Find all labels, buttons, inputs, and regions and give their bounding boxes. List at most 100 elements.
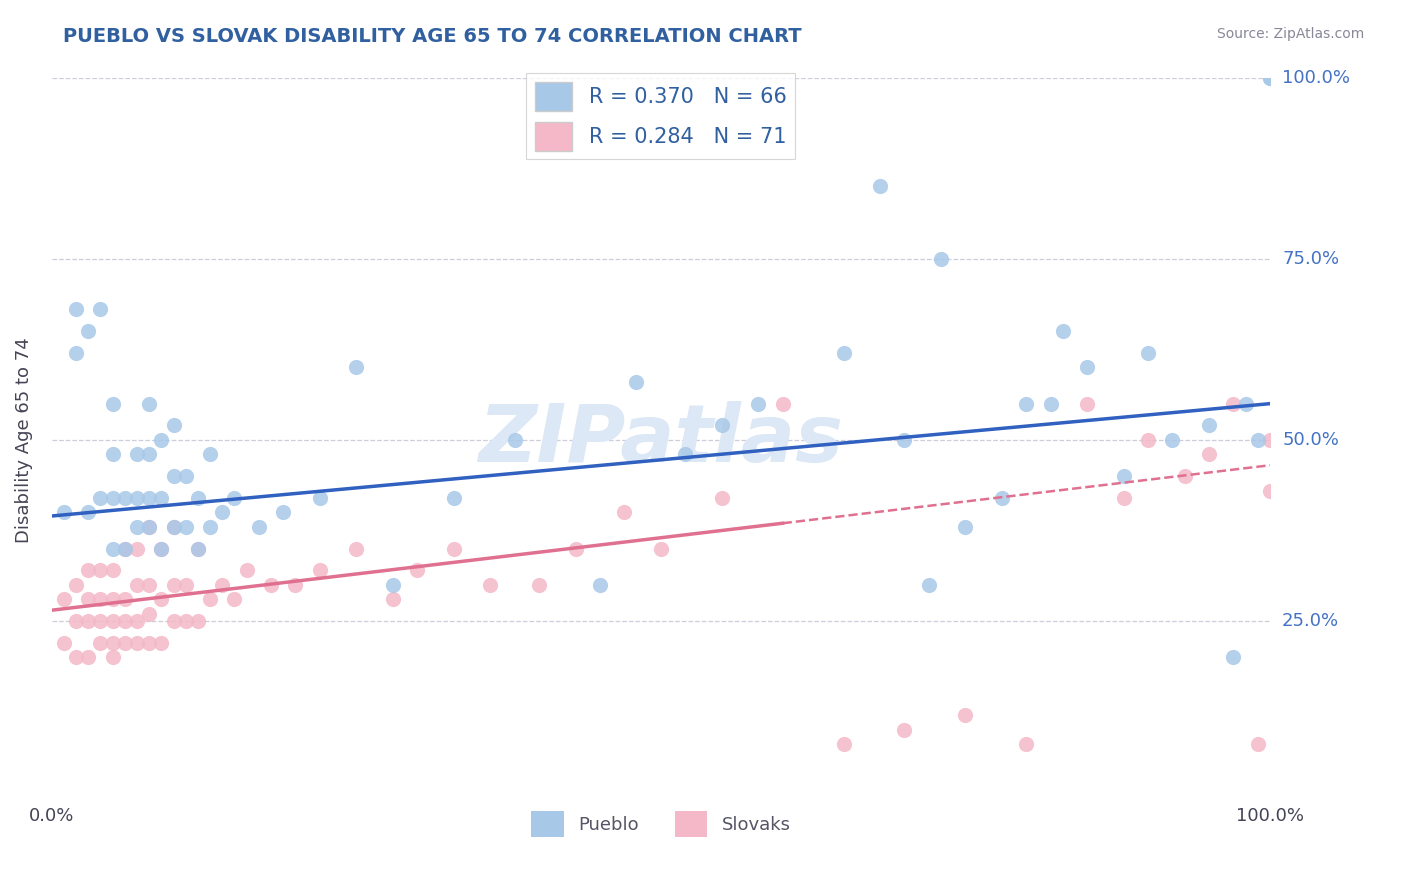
Text: ZIPatlas: ZIPatlas [478, 401, 844, 479]
Point [198, 592, 221, 607]
Point [381, 578, 404, 592]
Point [89, 636, 111, 650]
Point [114, 541, 136, 556]
Point [284, 578, 307, 592]
Point [1174, 469, 1197, 483]
Point [125, 491, 148, 505]
Point [1198, 418, 1220, 433]
Point [929, 252, 952, 266]
Point [150, 592, 173, 607]
Point [1112, 469, 1135, 483]
Y-axis label: Disability Age 65 to 74: Disability Age 65 to 74 [15, 337, 32, 542]
Text: 25.0%: 25.0% [1282, 612, 1340, 630]
Point [589, 578, 612, 592]
Point [174, 614, 197, 628]
Point [991, 491, 1014, 505]
Point [77, 324, 100, 338]
Point [174, 578, 197, 592]
Point [772, 397, 794, 411]
Point [224, 491, 246, 505]
Point [138, 520, 160, 534]
Point [869, 179, 891, 194]
Point [125, 447, 148, 461]
Point [138, 397, 160, 411]
Point [198, 447, 221, 461]
Point [174, 520, 197, 534]
Point [150, 636, 173, 650]
Point [162, 418, 184, 433]
Point [101, 397, 124, 411]
Point [503, 433, 526, 447]
Point [893, 723, 915, 737]
Point [65, 578, 87, 592]
Point [1258, 483, 1281, 498]
Point [114, 541, 136, 556]
Point [65, 614, 87, 628]
Point [747, 397, 769, 411]
Point [1222, 397, 1244, 411]
Point [247, 520, 270, 534]
Text: 50.0%: 50.0% [1282, 431, 1339, 449]
Point [101, 592, 124, 607]
Legend: Pueblo, Slovaks: Pueblo, Slovaks [524, 804, 797, 844]
Point [308, 491, 330, 505]
Point [211, 505, 233, 519]
Text: Source: ZipAtlas.com: Source: ZipAtlas.com [1216, 27, 1364, 41]
Point [101, 614, 124, 628]
Point [138, 491, 160, 505]
Point [65, 346, 87, 360]
Point [52, 592, 75, 607]
Point [77, 592, 100, 607]
Point [527, 578, 550, 592]
Point [1222, 650, 1244, 665]
Point [77, 614, 100, 628]
Point [1247, 737, 1270, 751]
Point [125, 614, 148, 628]
Point [1076, 360, 1098, 375]
Point [150, 541, 173, 556]
Point [1258, 433, 1281, 447]
Point [138, 578, 160, 592]
Point [138, 636, 160, 650]
Point [77, 505, 100, 519]
Point [1076, 397, 1098, 411]
Point [77, 563, 100, 577]
Point [89, 491, 111, 505]
Point [893, 433, 915, 447]
Point [101, 650, 124, 665]
Point [52, 636, 75, 650]
Point [187, 491, 209, 505]
Point [1039, 397, 1062, 411]
Point [162, 520, 184, 534]
Point [710, 491, 733, 505]
Point [187, 541, 209, 556]
Point [187, 614, 209, 628]
Point [65, 302, 87, 317]
Point [65, 650, 87, 665]
Point [710, 418, 733, 433]
Point [52, 505, 75, 519]
Point [1198, 447, 1220, 461]
Point [150, 433, 173, 447]
Text: 100.0%: 100.0% [1282, 69, 1350, 87]
Point [443, 491, 465, 505]
Point [198, 520, 221, 534]
Point [114, 636, 136, 650]
Point [174, 469, 197, 483]
Point [162, 614, 184, 628]
Point [101, 491, 124, 505]
Point [650, 541, 672, 556]
Point [114, 592, 136, 607]
Point [1015, 737, 1038, 751]
Point [89, 302, 111, 317]
Point [443, 541, 465, 556]
Point [955, 520, 977, 534]
Text: PUEBLO VS SLOVAK DISABILITY AGE 65 TO 74 CORRELATION CHART: PUEBLO VS SLOVAK DISABILITY AGE 65 TO 74… [63, 27, 801, 45]
Text: 75.0%: 75.0% [1282, 250, 1340, 268]
Point [89, 614, 111, 628]
Point [260, 578, 283, 592]
Point [1247, 433, 1270, 447]
Point [101, 541, 124, 556]
Point [125, 578, 148, 592]
Point [344, 541, 367, 556]
